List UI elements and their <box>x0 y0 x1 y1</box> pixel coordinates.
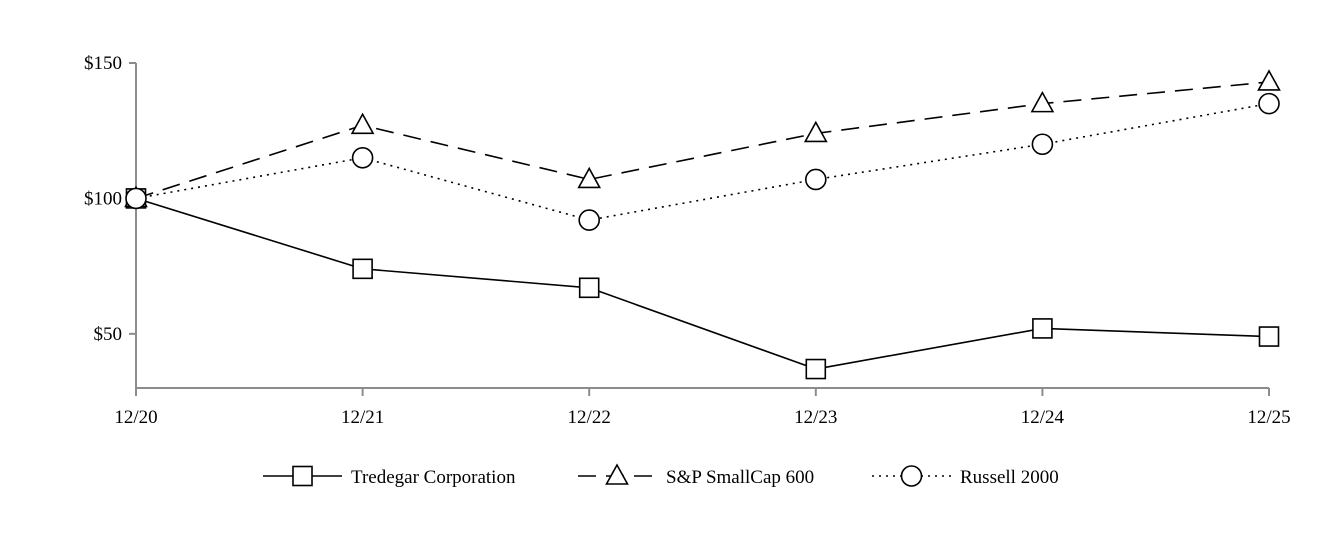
data-point-russell-2000 <box>125 187 147 210</box>
data-point-russell-2000 <box>351 146 374 169</box>
legend-label: Tredegar Corporation <box>351 467 516 488</box>
series-line-s-p-smallcap-600 <box>135 81 1270 200</box>
x-tick-label: 12/25 <box>1247 407 1290 428</box>
legend-marker <box>292 465 313 487</box>
legend-item-s-p-smallcap-600: S&P SmallCap 600 <box>578 463 814 488</box>
legend-label: S&P SmallCap 600 <box>666 467 814 488</box>
series-line-russell-2000 <box>135 102 1270 221</box>
x-tick-label: 12/20 <box>114 407 157 428</box>
legend-marker <box>605 463 629 485</box>
data-point-tredegar-corporation <box>352 258 373 280</box>
series-markers <box>124 69 1281 380</box>
y-tick-label: $100 <box>84 188 122 209</box>
data-point-s-p-smallcap-600 <box>350 112 375 135</box>
data-point-s-p-smallcap-600 <box>1257 69 1281 91</box>
legend-item-tredegar-corporation: Tredegar Corporation <box>263 465 516 488</box>
y-tick-label: $50 <box>94 324 123 345</box>
x-tick-label: 12/24 <box>1021 407 1065 428</box>
x-tick-label: 12/23 <box>794 407 837 428</box>
data-point-russell-2000 <box>1031 133 1054 156</box>
data-point-s-p-smallcap-600 <box>577 166 602 189</box>
data-point-s-p-smallcap-600 <box>1030 90 1055 113</box>
data-point-s-p-smallcap-600 <box>803 120 828 143</box>
y-tick-label: $150 <box>84 53 122 74</box>
chart-axes <box>135 63 1269 389</box>
x-axis-ticks: 12/20 12/21 12/22 12/23 12/24 12/25 <box>114 388 1291 428</box>
series-lines <box>135 81 1270 370</box>
data-point-tredegar-corporation <box>805 358 827 380</box>
data-point-russell-2000 <box>578 209 601 231</box>
data-point-russell-2000 <box>1258 92 1280 115</box>
legend-label: Russell 2000 <box>960 467 1059 488</box>
legend-marker <box>900 465 923 487</box>
data-point-tredegar-corporation <box>578 277 600 299</box>
series-line-tredegar-corporation <box>135 197 1270 370</box>
legend-item-russell-2000: Russell 2000 <box>872 465 1059 488</box>
x-tick-label: 12/21 <box>341 407 384 428</box>
x-tick-label: 12/22 <box>568 407 611 428</box>
chart-legend: Tredegar Corporation S&P SmallCap 600 Russ… <box>263 463 1059 488</box>
data-point-tredegar-corporation <box>1258 326 1280 347</box>
data-point-tredegar-corporation <box>1032 318 1053 339</box>
data-point-russell-2000 <box>804 168 827 191</box>
